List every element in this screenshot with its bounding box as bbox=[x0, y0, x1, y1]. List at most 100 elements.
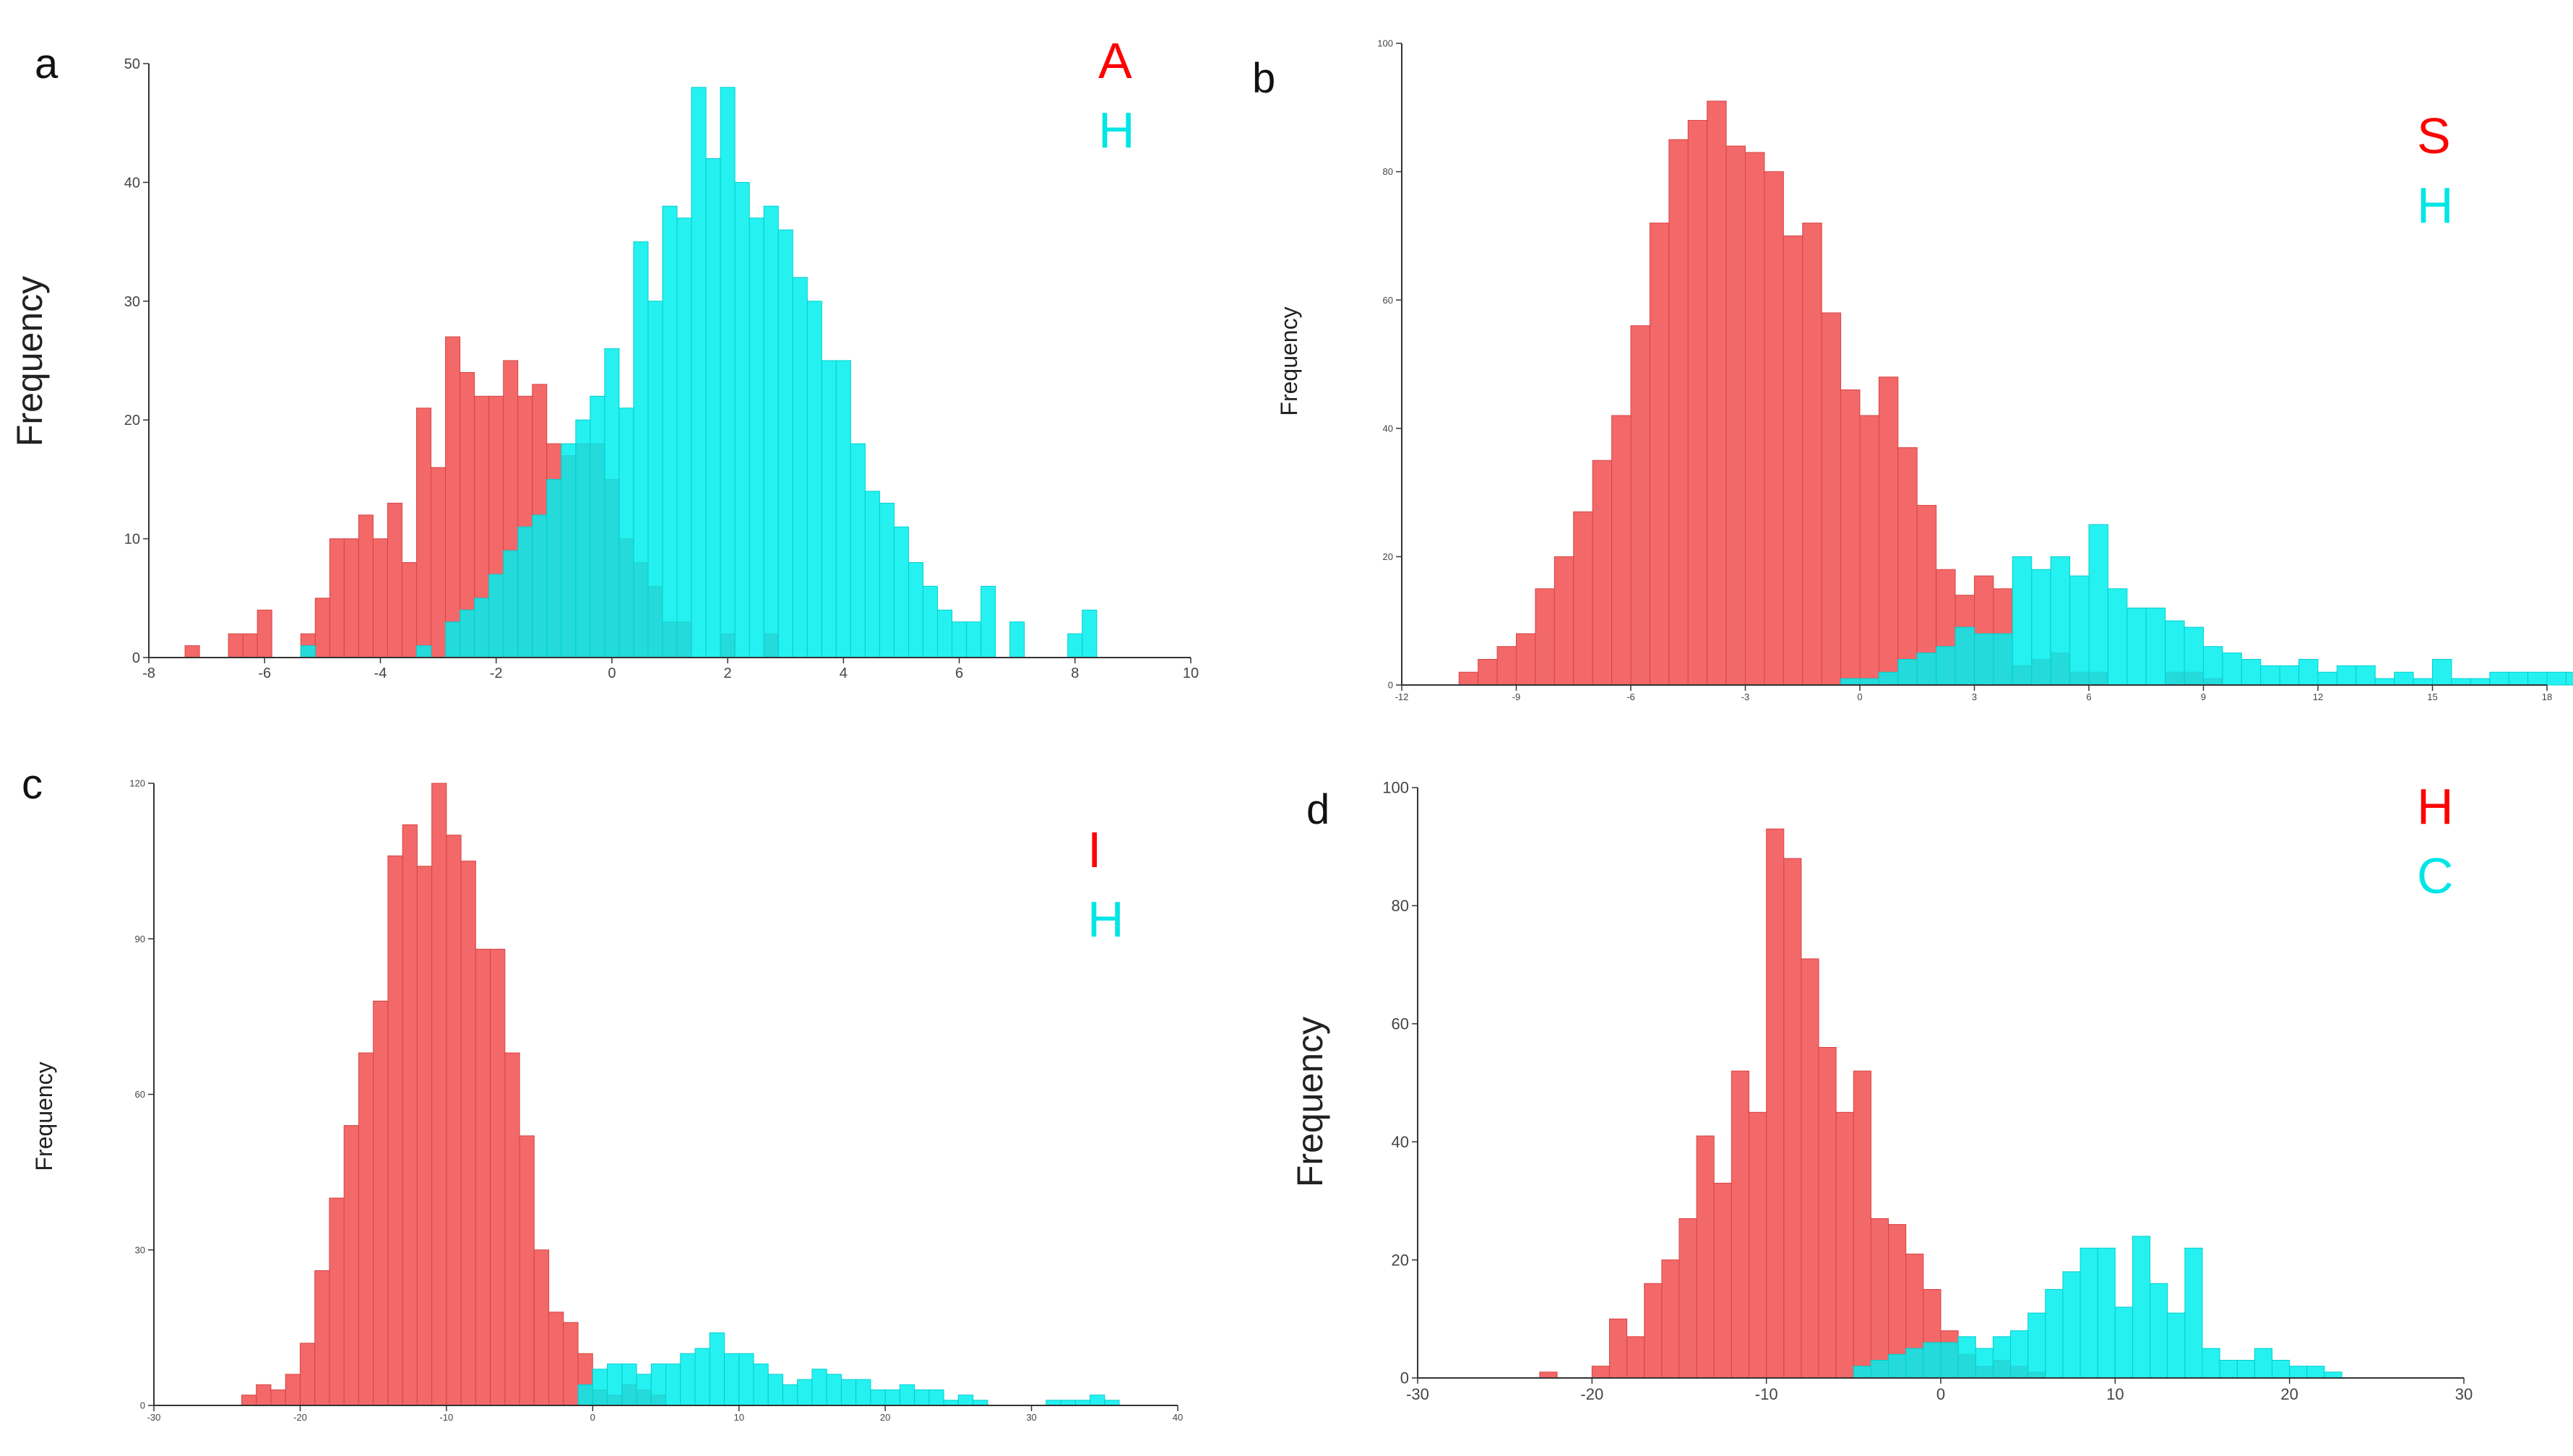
y-tick-label: 120 bbox=[129, 778, 145, 789]
bar bbox=[1591, 1366, 1610, 1379]
bar bbox=[2241, 658, 2262, 686]
bar bbox=[981, 585, 996, 658]
bar bbox=[532, 514, 548, 658]
bar bbox=[2150, 1283, 2168, 1379]
bar bbox=[1644, 1283, 1663, 1379]
bar bbox=[2027, 1312, 2046, 1379]
bar bbox=[2260, 665, 2280, 686]
y-tick-label: 60 bbox=[135, 1089, 145, 1100]
bar bbox=[2132, 1236, 2151, 1379]
bar bbox=[2010, 1330, 2029, 1379]
bar bbox=[1067, 633, 1083, 658]
bar bbox=[460, 609, 475, 658]
bar bbox=[2489, 671, 2509, 686]
bar bbox=[2079, 1247, 2098, 1379]
bar bbox=[811, 1369, 827, 1406]
bar bbox=[870, 1389, 886, 1406]
bar bbox=[343, 1125, 359, 1406]
x-tick-label: 20 bbox=[2280, 1385, 2298, 1403]
bar bbox=[314, 598, 330, 658]
x-tick-label: -2 bbox=[490, 665, 503, 681]
bar bbox=[705, 158, 721, 658]
bar bbox=[662, 205, 678, 658]
bar bbox=[1074, 1400, 1091, 1406]
bar bbox=[1923, 1342, 1941, 1379]
y-tick-label: 100 bbox=[1377, 38, 1393, 49]
bar bbox=[184, 645, 200, 658]
bar bbox=[922, 585, 939, 658]
y-tick-label: 0 bbox=[140, 1400, 145, 1411]
x-tick-label: 8 bbox=[1071, 665, 1079, 681]
bar bbox=[270, 1389, 286, 1406]
bar bbox=[1802, 223, 1822, 686]
bar bbox=[446, 835, 462, 1406]
x-tick-label: 3 bbox=[1972, 692, 1977, 702]
bar bbox=[2126, 607, 2147, 686]
bar bbox=[1783, 235, 1803, 686]
bar bbox=[504, 1052, 520, 1406]
bar bbox=[1975, 1348, 1994, 1379]
bar bbox=[387, 855, 403, 1406]
series-i-bars bbox=[241, 783, 667, 1406]
x-tick-label: -12 bbox=[1395, 692, 1409, 702]
x-tick-label: 4 bbox=[840, 665, 848, 681]
bar bbox=[373, 1000, 389, 1406]
bar bbox=[899, 1384, 915, 1406]
bar bbox=[2527, 671, 2548, 686]
x-tick-label: 18 bbox=[2542, 692, 2552, 702]
bar bbox=[604, 348, 620, 658]
panel-label: b bbox=[1252, 55, 1275, 102]
bar bbox=[680, 1353, 696, 1406]
bar bbox=[2324, 1371, 2343, 1379]
x-tick-label: -10 bbox=[1755, 1385, 1778, 1403]
bar bbox=[797, 1379, 813, 1406]
bar bbox=[753, 1364, 769, 1406]
series-s-bars bbox=[1458, 100, 2223, 686]
bar bbox=[2374, 678, 2395, 686]
bar bbox=[782, 1384, 798, 1406]
legend-entry-h: H bbox=[2417, 778, 2454, 835]
bar bbox=[2107, 588, 2128, 686]
bar bbox=[1060, 1400, 1076, 1406]
y-tick-label: 90 bbox=[135, 934, 145, 944]
bar bbox=[590, 395, 605, 658]
bar bbox=[1835, 1111, 1854, 1379]
bar bbox=[1611, 415, 1632, 686]
bar bbox=[2432, 658, 2452, 686]
panel-label: d bbox=[1306, 786, 1329, 833]
bar bbox=[517, 526, 533, 658]
bar bbox=[1974, 633, 1994, 686]
x-tick-label: 0 bbox=[590, 1412, 595, 1423]
bar bbox=[2184, 626, 2204, 686]
x-tick-label: 10 bbox=[733, 1412, 744, 1423]
bar bbox=[1853, 1366, 1871, 1379]
bar bbox=[840, 1379, 857, 1406]
bar bbox=[1661, 1259, 1680, 1379]
bar bbox=[1707, 100, 1727, 686]
bar bbox=[1696, 1135, 1715, 1379]
x-tick-label: 10 bbox=[1183, 665, 1199, 681]
bar bbox=[633, 241, 649, 658]
bar bbox=[358, 514, 374, 658]
legend-entry-h: H bbox=[2417, 177, 2454, 233]
bar bbox=[2031, 569, 2051, 686]
x-tick-label: 0 bbox=[608, 665, 616, 681]
bar bbox=[2317, 671, 2337, 686]
bar bbox=[864, 491, 880, 658]
bar bbox=[1678, 1218, 1697, 1379]
x-tick-label: -30 bbox=[147, 1412, 161, 1423]
x-tick-label: 30 bbox=[2455, 1385, 2473, 1403]
bar bbox=[2145, 607, 2166, 686]
bar bbox=[577, 1384, 593, 1406]
bar bbox=[1458, 671, 1479, 686]
bar bbox=[957, 1395, 974, 1406]
bar bbox=[821, 360, 837, 658]
series-h-bars bbox=[1539, 828, 2046, 1379]
bar bbox=[1626, 1336, 1645, 1379]
bar bbox=[575, 419, 591, 658]
bar bbox=[694, 1348, 710, 1406]
bar bbox=[401, 561, 418, 658]
bar bbox=[720, 87, 736, 658]
bar bbox=[1840, 678, 1861, 686]
